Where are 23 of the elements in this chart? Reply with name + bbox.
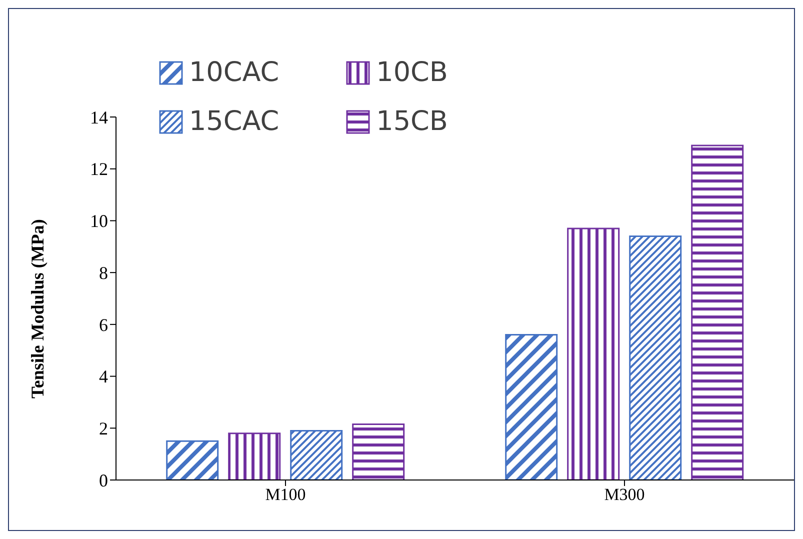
bar [567, 228, 620, 480]
x-tick-label: M100 [265, 485, 306, 504]
legend-label: 15CB [376, 106, 448, 137]
y-tick-label: 14 [90, 107, 108, 128]
y-tick-label: 0 [99, 470, 108, 490]
legend-label: 10CB [376, 57, 448, 88]
y-tick-label: 12 [90, 159, 108, 180]
y-tick-label: 8 [99, 262, 108, 283]
y-tick-label: 10 [90, 211, 108, 232]
y-axis-title: Tensile Modulus (MPa) [27, 219, 48, 398]
y-tick-label: 4 [99, 366, 108, 387]
bar [629, 236, 682, 480]
legend-label: 10CAC [189, 57, 280, 88]
bar [290, 430, 343, 480]
x-tick-label: M300 [604, 485, 645, 504]
bar [352, 424, 405, 480]
bar [505, 334, 558, 480]
y-tick-label: 2 [99, 418, 108, 439]
bar [166, 440, 219, 480]
bar [691, 144, 744, 480]
legend-label: 15CAC [189, 106, 280, 137]
bar [228, 432, 281, 480]
y-tick-label: 6 [99, 314, 108, 335]
